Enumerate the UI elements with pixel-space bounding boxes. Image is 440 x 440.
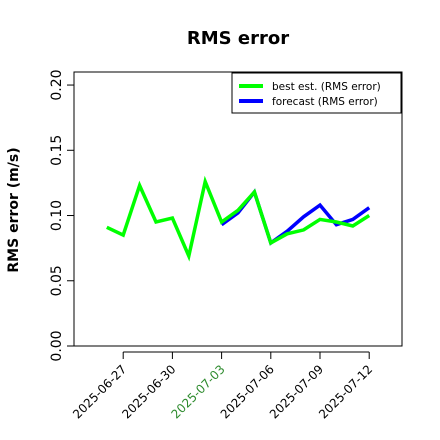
series-line-best-est-rms-error: [106, 175, 371, 262]
legend-label-forecast: forecast (RMS error): [272, 96, 378, 108]
y-tick-label: 0.05: [49, 265, 65, 296]
x-axis: 2025-06-272025-06-302025-07-032025-07-06…: [70, 351, 375, 421]
chart-title: RMS error: [187, 28, 289, 49]
y-tick-label: 0.20: [49, 69, 65, 100]
y-axis-label: RMS error (m/s): [6, 147, 22, 272]
legend: best est. (RMS error) forecast (RMS erro…: [231, 72, 402, 114]
y-tick-label: 0.15: [49, 135, 65, 166]
y-axis: 0.00 0.05 0.10 0.15 0.20: [49, 69, 74, 362]
series-layer: [106, 175, 371, 262]
y-tick-label: 0.00: [49, 330, 65, 361]
plot-frame: [73, 71, 403, 347]
legend-label-best-est: best est. (RMS error): [272, 81, 381, 93]
legend-box: [231, 72, 402, 114]
y-tick-label: 0.10: [49, 200, 65, 231]
series-line-forecast-rms-error: [220, 188, 371, 246]
